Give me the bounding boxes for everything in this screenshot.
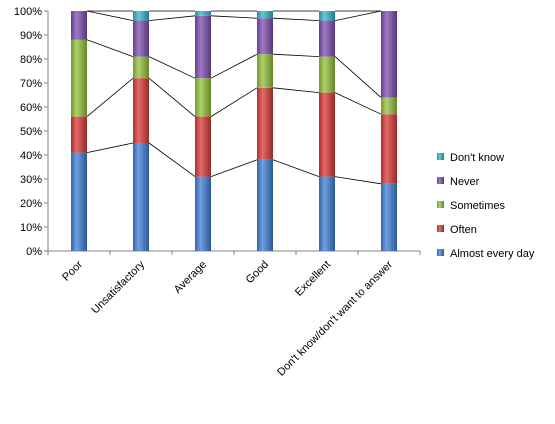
bar-segment: [257, 54, 273, 88]
bar-segment: [381, 11, 397, 98]
bar-segment: [71, 116, 87, 153]
bar-segment: [195, 15, 211, 79]
bar-segment: [381, 114, 397, 184]
legend-label: Sometimes: [450, 200, 506, 212]
series-line: [210, 87, 258, 117]
category-label: Don't know/don't want to answer: [275, 258, 395, 378]
series-lines: [86, 10, 382, 185]
category-label: Excellent: [293, 259, 333, 299]
series-line: [334, 176, 382, 185]
category-label: Average: [172, 259, 209, 296]
series-line: [334, 56, 382, 98]
bars: [71, 11, 397, 251]
y-tick-label: 70%: [20, 78, 42, 90]
series-line: [210, 15, 258, 19]
legend-label: Never: [450, 176, 480, 188]
series-line: [210, 159, 258, 177]
bar-segment: [381, 183, 397, 251]
legend-label: Almost every day: [450, 248, 535, 260]
bar-segment: [133, 143, 149, 251]
bar-segment: [195, 116, 211, 177]
series-line: [86, 10, 134, 21]
series-line: [210, 53, 258, 79]
bar-segment: [257, 11, 273, 19]
legend-swatch: [437, 153, 444, 160]
bar-segment: [257, 159, 273, 251]
legend-label: Often: [450, 224, 477, 236]
series-line: [272, 53, 320, 57]
bar-segment: [71, 39, 87, 117]
y-tick-label: 100%: [14, 6, 42, 18]
bar-segment: [133, 11, 149, 21]
y-tick-label: 20%: [20, 198, 42, 210]
series-line: [86, 39, 134, 57]
series-line: [334, 92, 382, 115]
legend-swatch: [437, 201, 444, 208]
bar-segment: [319, 11, 335, 21]
series-line: [272, 17, 320, 21]
y-tick-label: 60%: [20, 102, 42, 114]
series-line: [272, 87, 320, 93]
bar-segment: [319, 20, 335, 57]
category-label: Good: [244, 259, 272, 287]
legend-swatch: [437, 177, 444, 184]
legend: Don't know Never Sometimes Often Almost ever…: [437, 152, 535, 260]
bar-segment: [319, 176, 335, 251]
category-label: Unsatisfactory: [89, 258, 147, 316]
bar-segment: [133, 78, 149, 143]
y-tick-label: 0%: [26, 246, 42, 258]
series-line: [148, 77, 196, 117]
series-line: [86, 142, 134, 153]
series-line: [148, 142, 196, 177]
series-line: [272, 159, 320, 177]
legend-swatch: [437, 225, 444, 232]
series-line: [334, 10, 382, 21]
series-line: [148, 15, 196, 21]
y-tick-label: 40%: [20, 150, 42, 162]
y-tick-label: 50%: [20, 126, 42, 138]
legend-swatch: [437, 249, 444, 256]
y-tick-label: 10%: [20, 222, 42, 234]
y-tick-label: 90%: [20, 30, 42, 42]
y-tick-label: 80%: [20, 54, 42, 66]
bar-segment: [381, 97, 397, 115]
bar-segment: [257, 18, 273, 55]
bar-segment: [319, 92, 335, 177]
bar-segment: [195, 11, 211, 16]
bar-segment: [319, 56, 335, 93]
y-tick-label: 30%: [20, 174, 42, 186]
bar-segment: [195, 78, 211, 117]
bar-segment: [257, 87, 273, 160]
bar-segment: [71, 11, 87, 40]
series-line: [86, 77, 134, 117]
bar-segment: [195, 176, 211, 251]
category-label: Poor: [60, 258, 85, 283]
bar-segment: [71, 152, 87, 251]
bar-segment: [133, 56, 149, 79]
series-line: [148, 56, 196, 79]
bar-segment: [133, 20, 149, 57]
legend-label: Don't know: [450, 152, 504, 164]
axes: [44, 10, 421, 255]
